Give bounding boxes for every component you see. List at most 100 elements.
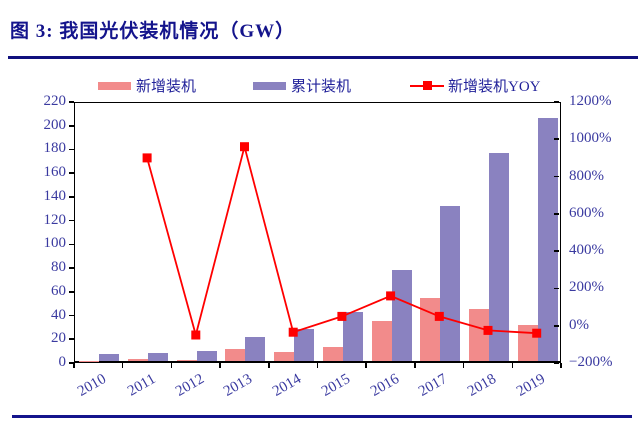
x-axis-tick (560, 363, 562, 368)
yoy-marker (532, 328, 542, 338)
bar-cumulative-2019 (537, 117, 558, 361)
y-axis-tick-left (69, 243, 74, 246)
bar-cumulative-2010 (99, 354, 120, 361)
yoy-marker (240, 142, 249, 152)
y-axis-label-right-0%: 0% (569, 316, 589, 333)
yoy-marker (288, 327, 298, 337)
y-axis-tick-left (69, 124, 74, 127)
y-axis-label-left-120: 120 (43, 211, 67, 228)
x-axis-label-2011: 2011 (124, 371, 159, 400)
x-axis-label-2016: 2016 (367, 371, 402, 400)
x-axis-label-2019: 2019 (513, 371, 548, 400)
legend-swatch-2 (253, 82, 286, 90)
y-axis-tick-right (554, 213, 560, 215)
chart-legend: 新增装机 累计装机 新增装机YOY (0, 74, 640, 96)
y-axis-label-left-220: 220 (43, 93, 67, 109)
yoy-marker (337, 311, 347, 321)
y-axis-tick-left (69, 196, 74, 198)
legend-label-2: 累计装机 (291, 79, 352, 95)
legend-item-3: 新增装机YOY (410, 74, 560, 96)
bar-new-2013 (225, 348, 246, 361)
y-axis-tick-right (554, 250, 560, 252)
bar-new-2012 (176, 359, 197, 361)
y-axis-label-left-100: 100 (43, 235, 67, 252)
bar-cumulative-2012 (196, 350, 217, 361)
yoy-marker (191, 330, 201, 340)
x-axis-tick (316, 363, 319, 368)
bar-new-2016 (371, 320, 392, 361)
x-axis-label-2012: 2012 (172, 371, 207, 400)
figure-title: 图 3: 我国光伏装机情况（GW） (10, 21, 296, 42)
bar-cumulative-2014 (294, 328, 315, 361)
y-axis-tick-right (554, 362, 560, 364)
x-axis-tick (365, 363, 367, 368)
y-axis-tick-right (554, 287, 560, 290)
legend-label-3: 新增装机YOY (448, 79, 541, 95)
y-axis-label-right-−200%: −200% (569, 354, 613, 370)
y-axis-label-left-200: 200 (43, 116, 67, 133)
legend-swatch-1 (98, 82, 131, 90)
y-axis-tick-left (69, 148, 74, 151)
legend-marker-icon (423, 81, 432, 90)
y-axis-label-left-0: 0 (58, 354, 67, 370)
y-axis-tick-left (69, 291, 74, 293)
legend-item-1: 新增装机 (98, 74, 248, 96)
y-axis-label-left-140: 140 (43, 187, 67, 204)
y-axis-label-right-600%: 600% (569, 204, 604, 221)
y-axis-label-right-1000%: 1000% (569, 130, 612, 147)
y-axis-label-right-200%: 200% (569, 279, 604, 296)
title-divider (8, 56, 638, 59)
y-axis-tick-left (69, 219, 74, 222)
x-axis-tick (170, 363, 173, 368)
bar-new-2014 (274, 352, 295, 361)
bar-new-2015 (322, 346, 343, 361)
y-axis-label-left-80: 80 (51, 259, 66, 276)
x-axis-label-2018: 2018 (464, 371, 499, 400)
legend-item-2: 累计装机 (253, 74, 403, 96)
plot-area (74, 102, 561, 363)
y-axis-tick-right (554, 101, 560, 103)
y-axis-tick-left (69, 101, 74, 103)
bar-cumulative-2013 (245, 337, 266, 361)
y-axis-label-right-400%: 400% (569, 242, 604, 259)
yoy-marker (142, 153, 152, 163)
yoy-marker (483, 325, 493, 335)
bar-cumulative-2011 (148, 352, 169, 361)
x-axis-tick (219, 363, 221, 368)
x-axis-label-2013: 2013 (221, 371, 256, 400)
x-axis-tick (268, 363, 270, 368)
y-axis-tick-left (69, 314, 74, 317)
x-axis-tick (462, 363, 465, 368)
x-axis-tick (414, 363, 416, 368)
legend-label-1: 新增装机 (136, 79, 197, 95)
bottom-divider (12, 415, 632, 418)
x-axis-label-2015: 2015 (318, 371, 353, 400)
y-axis-tick-left (69, 362, 74, 364)
y-axis-tick-right (554, 138, 560, 141)
y-axis-tick-left (69, 172, 74, 174)
bar-cumulative-2015 (342, 311, 363, 361)
yoy-line-layer (142, 142, 542, 340)
bar-new-2011 (128, 359, 149, 361)
x-axis-label-2010: 2010 (75, 371, 110, 400)
y-axis-label-left-180: 180 (43, 140, 67, 157)
yoy-marker (434, 311, 444, 321)
y-axis-label-left-160: 160 (43, 164, 67, 181)
y-axis-tick-left (69, 338, 74, 341)
x-axis-tick (73, 363, 75, 368)
x-axis-label-2014: 2014 (270, 371, 305, 400)
x-axis-tick (121, 363, 124, 368)
bar-cumulative-2016 (391, 269, 412, 361)
y-axis-label-right-800%: 800% (569, 167, 604, 184)
y-axis-tick-right (554, 175, 560, 178)
yoy-line (146, 143, 537, 339)
x-axis-label-2017: 2017 (416, 371, 451, 400)
bar-cumulative-2017 (440, 205, 461, 361)
x-axis-tick (511, 363, 514, 368)
y-axis-label-left-40: 40 (51, 306, 66, 323)
bar-cumulative-2018 (488, 153, 509, 361)
y-axis-label-left-20: 20 (51, 330, 66, 347)
y-axis-tick-right (554, 324, 560, 327)
y-axis-label-right-1200%: 1200% (569, 93, 612, 109)
